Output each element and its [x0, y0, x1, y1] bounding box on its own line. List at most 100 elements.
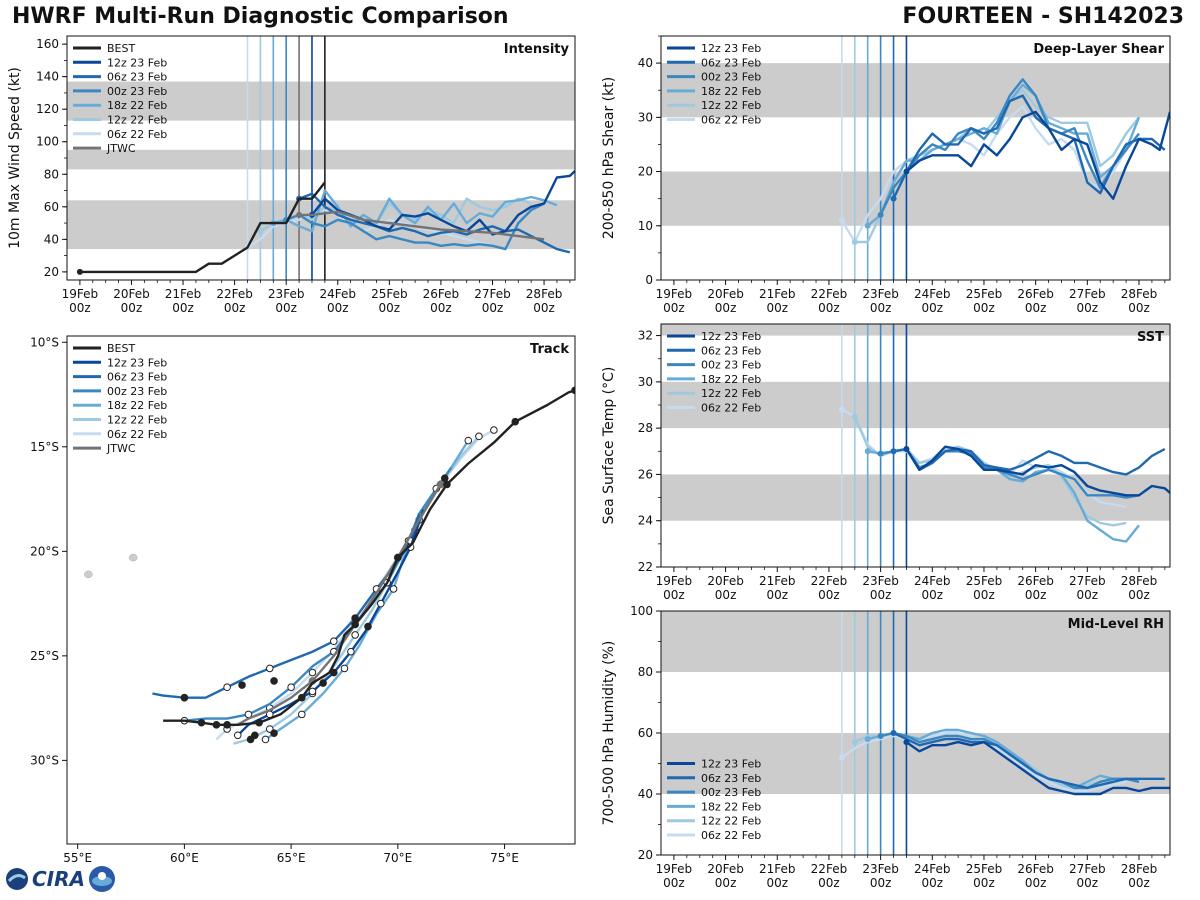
satellite-logo-icon	[89, 866, 115, 892]
xtick-label-intensity-5-1: 00z	[327, 301, 349, 315]
legend-label-sst-12z-23-feb: 12z 23 Feb	[701, 330, 761, 343]
legend-label-rh-00z-23-feb: 00z 23 Feb	[701, 786, 761, 799]
series-track-06z-22-feb	[215, 429, 495, 741]
init-point-intensity-jtwc	[296, 211, 303, 218]
xtick-label-rh-9-0: 28Feb	[1121, 862, 1158, 876]
xtick-label-shear-2-0: 21Feb	[759, 287, 796, 301]
track-point-best-4	[351, 620, 359, 629]
track-point-06z-22-feb-0	[490, 426, 498, 434]
ytick-label-track-3: 25°S	[30, 649, 59, 663]
track-point-12z-23-feb-3	[308, 687, 317, 696]
legend-label-sst-00z-23-feb: 00z 23 Feb	[701, 359, 761, 372]
xtick-label-rh-0-1: 00z	[663, 876, 685, 890]
xtick-label-sst-1-0: 20Feb	[707, 574, 744, 588]
xtick-label-shear-4-0: 23Feb	[862, 287, 899, 301]
init-point-shear-18z-22-feb	[864, 222, 871, 229]
xtick-label-shear-9-0: 28Feb	[1121, 287, 1158, 301]
init-point-rh-18z-22-feb	[864, 736, 871, 743]
xtick-label-sst-7-1: 00z	[1025, 588, 1047, 602]
xtick-label-intensity-7-0: 26Feb	[423, 287, 460, 301]
ytick-label-sst-5: 32	[638, 329, 653, 343]
series-track-best	[163, 389, 575, 726]
track-point-18z-22-feb-5	[261, 735, 270, 744]
track-point-best-10	[197, 718, 206, 727]
cira-logo: CIRA	[4, 864, 117, 894]
logo-text: CIRA	[32, 867, 85, 891]
ytick-label-intensity-7: 160	[36, 37, 59, 51]
series-track-jtwc	[237, 483, 442, 726]
xtick-label-sst-9-1: 00z	[1128, 588, 1150, 602]
xtick-label-rh-1-0: 20Feb	[707, 862, 744, 876]
legend-label-intensity-18z-22-feb: 18z 22 Feb	[107, 99, 167, 112]
series-shear-00z-23-feb	[879, 78, 1140, 216]
init-point-shear-06z-22-feb	[838, 217, 845, 224]
island-0	[84, 570, 93, 579]
xtick-label-shear-5-1: 00z	[922, 301, 944, 315]
track-point-18z-22-feb-4	[297, 710, 306, 719]
xtick-label-track-4-0: 75°E	[490, 851, 519, 865]
init-point-rh-06z-22-feb	[838, 754, 845, 761]
ytick-label-rh-0: 20	[638, 848, 653, 862]
xtick-label-rh-3-0: 22Feb	[811, 862, 848, 876]
xtick-label-sst-4-1: 00z	[870, 588, 892, 602]
legend-label-sst-18z-22-feb: 18z 22 Feb	[701, 373, 761, 386]
legend-label-track-06z-22-feb: 06z 22 Feb	[107, 428, 167, 441]
ytick-label-track-4: 30°S	[30, 753, 59, 767]
xtick-label-shear-1-1: 00z	[715, 301, 737, 315]
xtick-label-sst-6-1: 00z	[973, 588, 995, 602]
ytick-label-track-2: 20°S	[30, 544, 59, 558]
init-point-rh-00z-23-feb	[877, 733, 884, 740]
init-point-rh-06z-23-feb	[890, 730, 897, 736]
series-intensity-00z-23-feb	[285, 202, 545, 251]
band-shear-0	[661, 171, 1170, 226]
track-point-best-18	[270, 729, 278, 738]
panel-rh: 2040608010019Feb00z20Feb00z21Feb00z22Feb…	[601, 604, 1171, 890]
ytick-label-rh-4: 100	[630, 604, 653, 618]
xtick-label-rh-5-1: 00z	[922, 876, 944, 890]
legend-label-track-18z-22-feb: 18z 22 Feb	[107, 399, 167, 412]
legend-label-intensity-06z-23-feb: 06z 23 Feb	[107, 71, 167, 84]
plot-area-shear	[661, 36, 1170, 280]
legend-label-sst-12z-22-feb: 12z 22 Feb	[701, 387, 761, 400]
ytick-label-rh-3: 80	[638, 665, 653, 679]
track-point-18z-22-feb-2	[389, 585, 398, 593]
series-shear-06z-22-feb	[840, 105, 1128, 244]
xtick-label-shear-8-1: 00z	[1077, 301, 1099, 315]
xtick-label-rh-7-1: 00z	[1025, 876, 1047, 890]
track-point-best-2	[443, 480, 451, 489]
xtick-label-rh-7-0: 26Feb	[1017, 862, 1054, 876]
track-point-best-14	[319, 679, 327, 687]
legend-label-shear-06z-22-feb: 06z 22 Feb	[701, 114, 761, 127]
xtick-label-sst-1-1: 00z	[715, 588, 737, 602]
axes-frame-track	[66, 335, 576, 845]
legend-label-rh-18z-22-feb: 18z 22 Feb	[701, 800, 761, 813]
track-point-best-9	[212, 721, 221, 729]
plot-area-rh	[661, 611, 1170, 855]
init-point-shear-06z-23-feb	[890, 195, 897, 202]
ytick-label-shear-2: 20	[638, 165, 653, 179]
legend-label-track-06z-23-feb: 06z 23 Feb	[107, 371, 167, 384]
panel-track: 10°S 15°S 20°S 25°S 30°S 55°E 60°E 65°E 70°E 75°E…	[30, 335, 576, 865]
series-rh-06z-23-feb	[892, 731, 1165, 790]
legend-label-intensity-12z-22-feb: 12z 22 Feb	[107, 114, 167, 127]
init-point-sst-00z-23-feb	[877, 450, 884, 457]
ylabel-shear: 200-850 hPa Shear (kt)	[601, 77, 617, 239]
xtick-label-sst-2-1: 00z	[766, 588, 788, 602]
track-point-12z-23-feb-1	[376, 599, 385, 608]
panel-title-track: Track	[530, 342, 569, 357]
xtick-label-sst-7-0: 26Feb	[1017, 574, 1054, 588]
xtick-label-sst-0-1: 00z	[663, 588, 685, 602]
ytick-label-intensity-1: 40	[44, 232, 59, 246]
band-sst-2	[661, 324, 1170, 336]
xtick-label-shear-6-0: 25Feb	[966, 287, 1003, 301]
series-sst-12z-23-feb	[905, 445, 1170, 497]
track-point-00z-23-feb-4	[287, 683, 295, 692]
legend-label-shear-06z-23-feb: 06z 23 Feb	[701, 56, 761, 69]
legend-label-track-jtwc: JTWC	[106, 442, 136, 455]
xtick-label-sst-2-0: 21Feb	[759, 574, 796, 588]
band-rh-1	[661, 611, 1170, 672]
xtick-label-sst-5-0: 24Feb	[914, 574, 951, 588]
init-point-rh-12z-22-feb	[851, 739, 858, 746]
panel-sst: 22242628303219Feb00z20Feb00z21Feb00z22Fe…	[601, 323, 1171, 602]
init-point-sst-06z-23-feb	[890, 448, 897, 455]
